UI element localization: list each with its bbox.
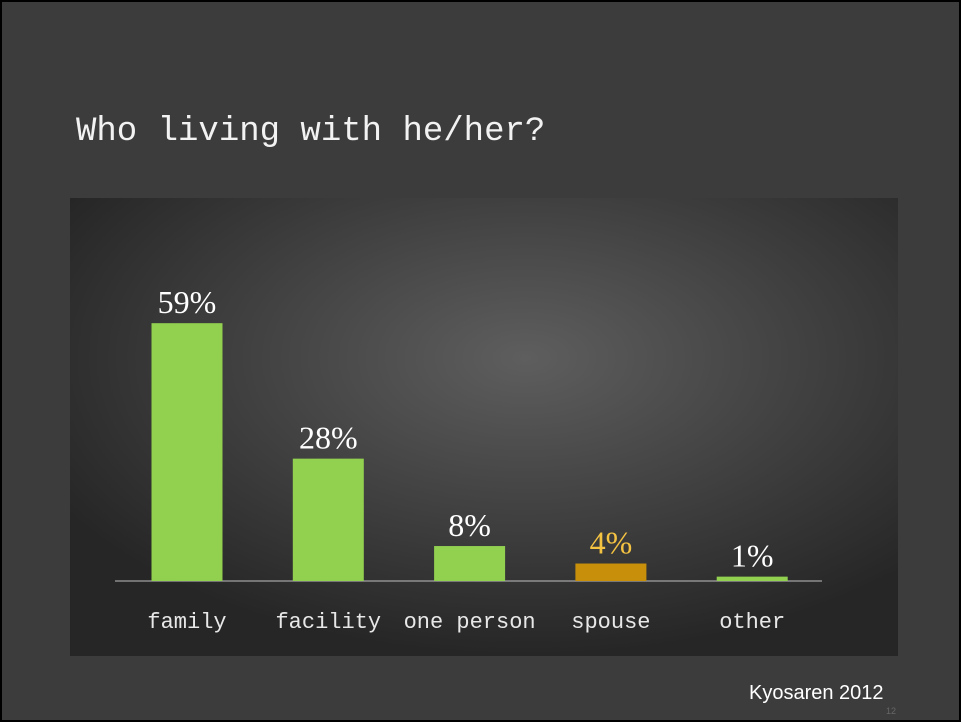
bar [434,546,506,581]
value-label: 1% [731,538,774,574]
bars: 59% family 28% facility 8% one person 4% spouse… [147,284,788,635]
value-label: 59% [158,284,217,320]
bar [575,563,647,581]
source: Kyosaren 2012 [749,682,884,704]
x-tick-label: facility [275,610,381,635]
value-label: 28% [299,420,358,456]
x-tick-label: spouse [571,610,650,635]
page-number: 12 [886,706,896,716]
value-label: 8% [448,507,491,543]
bar [716,576,788,581]
x-tick-label: other [719,610,785,635]
bar [151,323,223,581]
bar [292,458,364,581]
x-tick-label: family [147,610,226,635]
value-label: 4% [590,525,633,561]
x-tick-label: one person [404,610,536,635]
slide-title: Who living with he/her? [76,113,545,151]
